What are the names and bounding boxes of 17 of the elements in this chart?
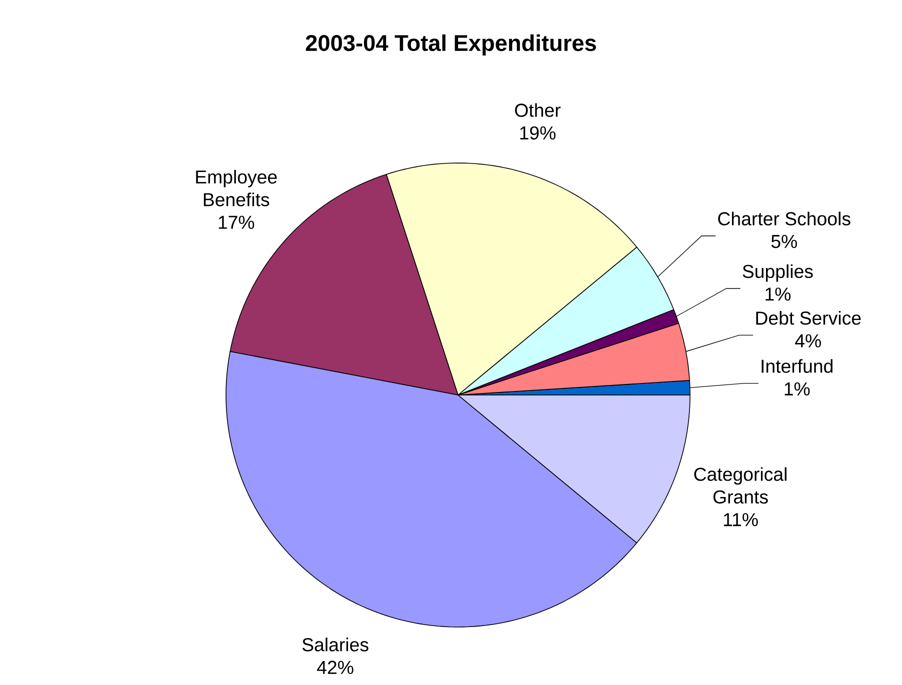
data-label: 4% — [795, 334, 821, 348]
data-label: 11% — [724, 513, 758, 526]
data-label: 17% — [218, 216, 254, 229]
slice-label: Other — [515, 103, 561, 117]
data-label: 1% — [766, 288, 791, 301]
slice-label: Supplies — [742, 264, 813, 282]
data-label: 1% — [784, 382, 810, 396]
data-label: 5% — [771, 234, 797, 248]
slice-label: Salaries — [302, 638, 368, 652]
slice-label: Employee Benefits — [196, 170, 277, 206]
slice-label: Categorical Grants — [694, 467, 786, 504]
data-label: 19% — [520, 126, 556, 140]
data-label: 42% — [317, 660, 354, 674]
chart-title: 2003-04 Total Expenditures — [306, 34, 596, 56]
slice-label: Debt Service — [756, 311, 861, 325]
slice-label: Interfund — [762, 359, 832, 373]
slice-label: Charter Schools — [718, 212, 850, 226]
